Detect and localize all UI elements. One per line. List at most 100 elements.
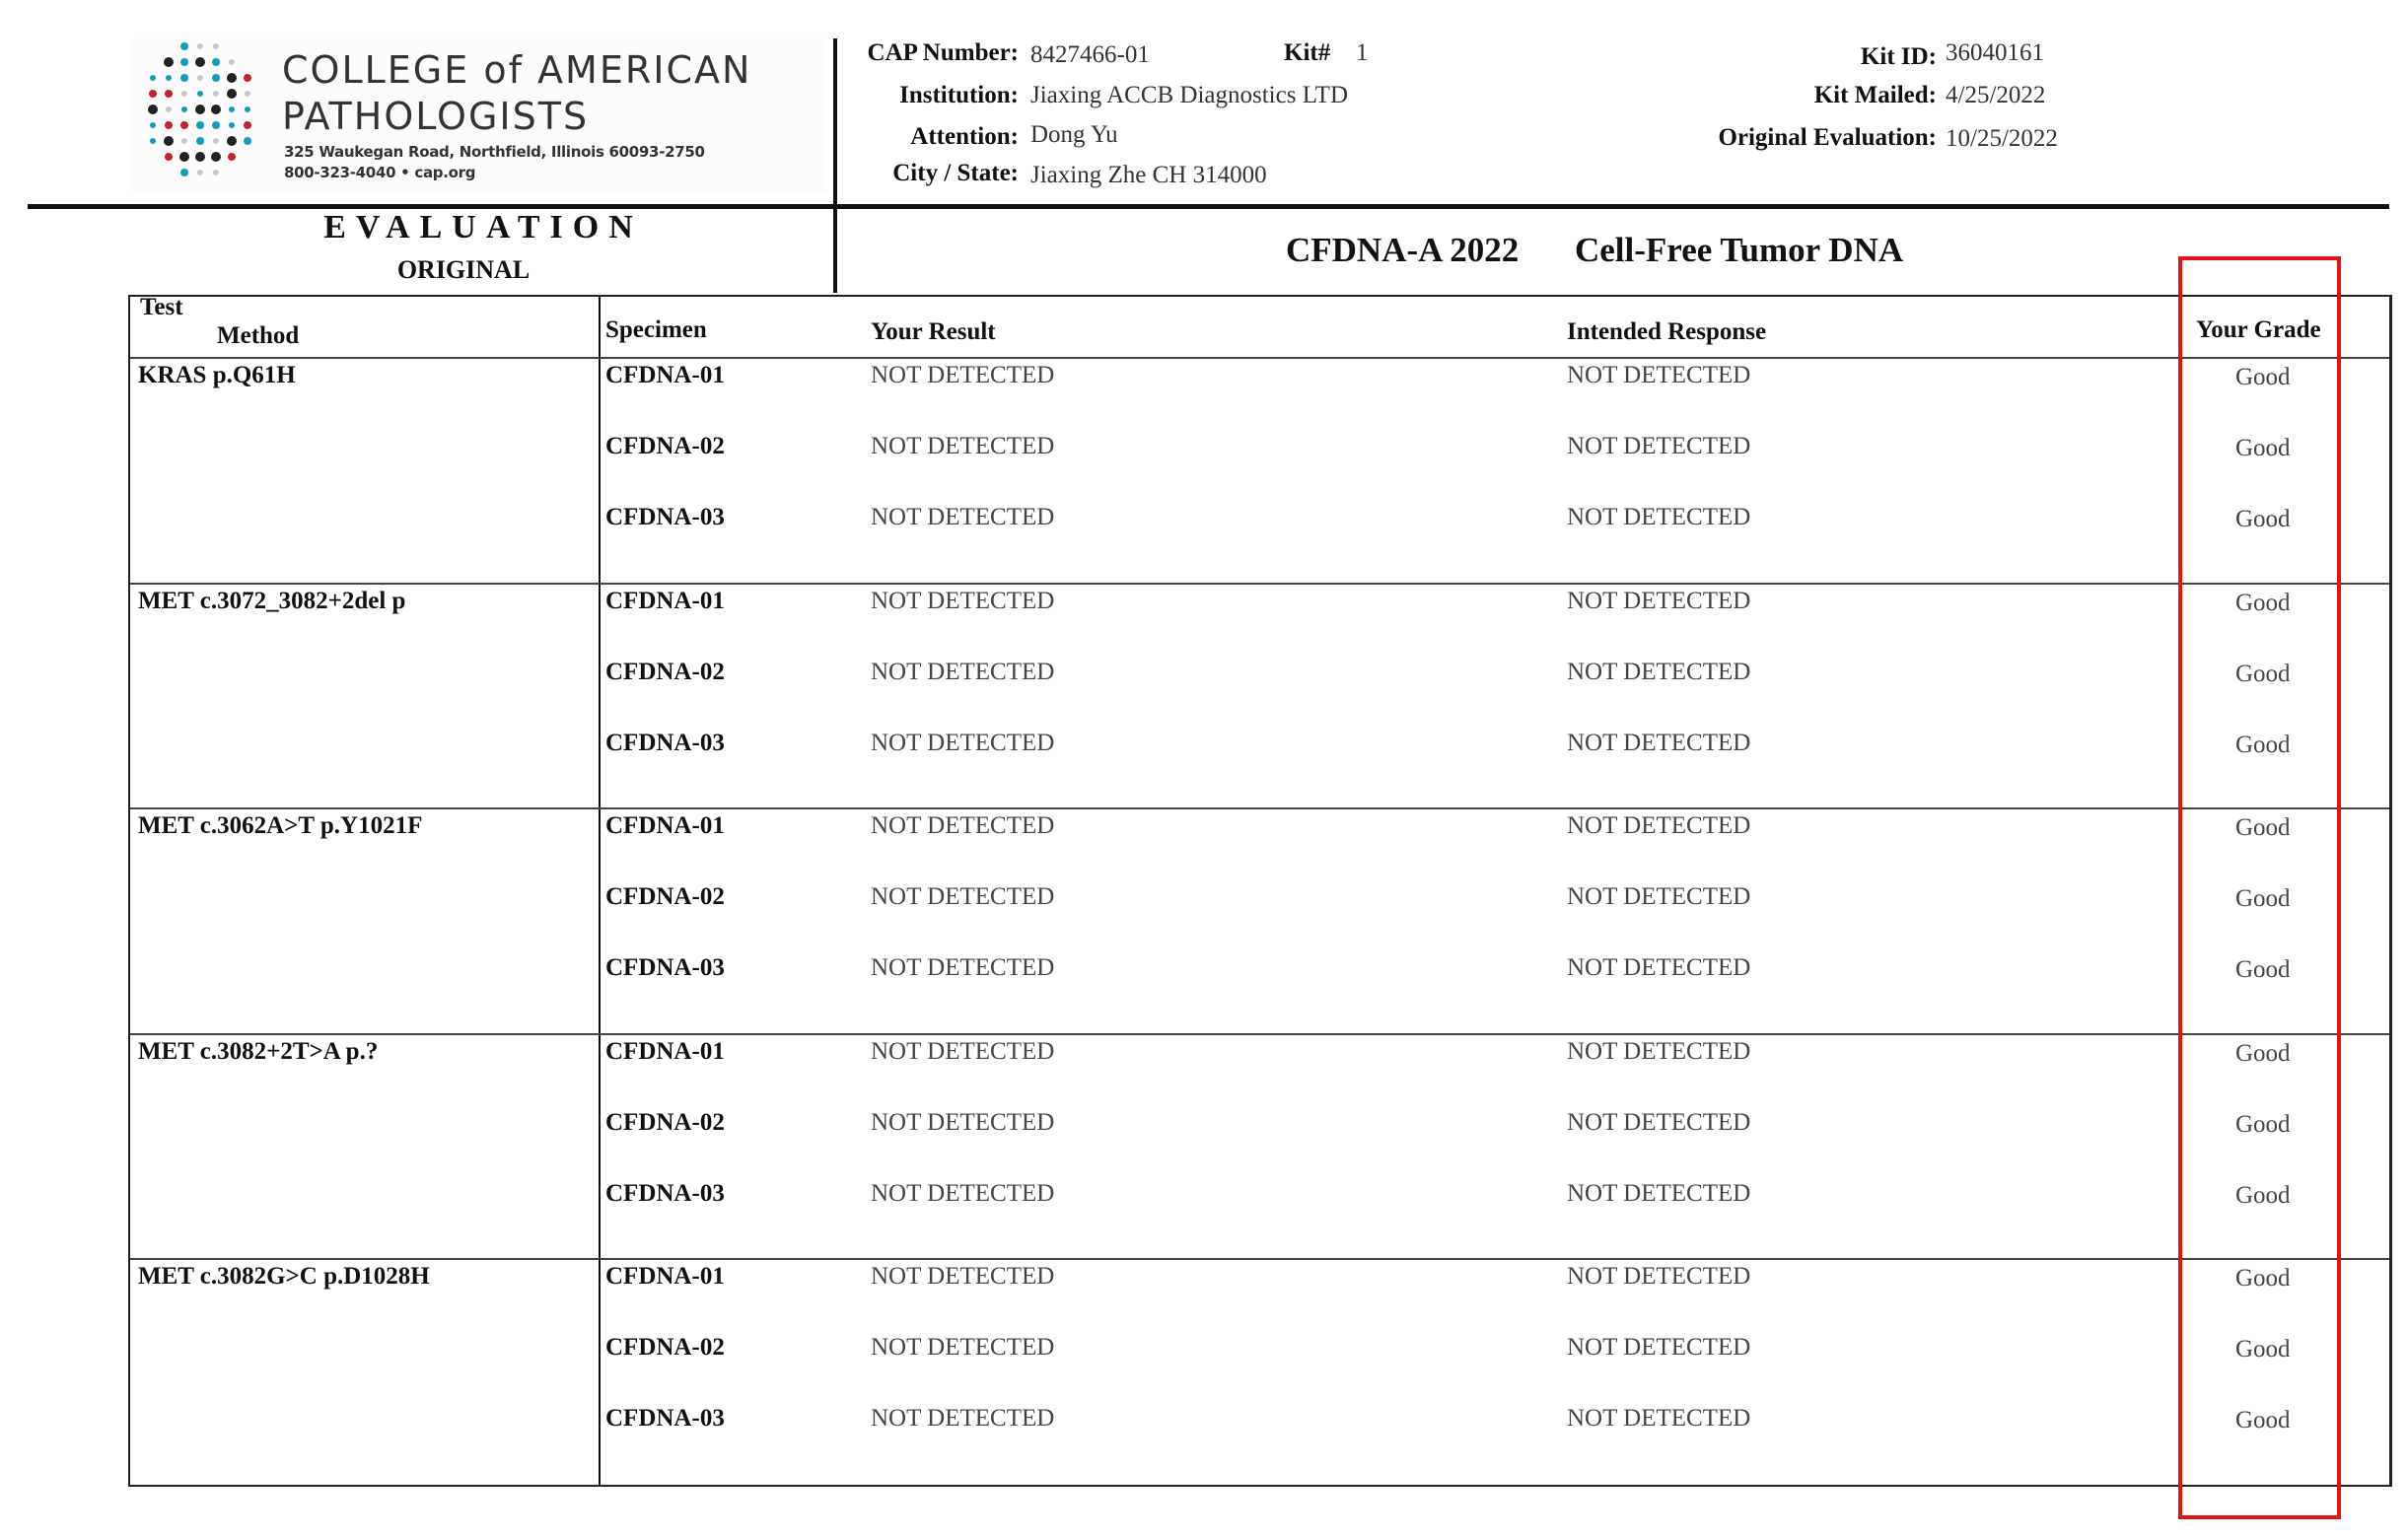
grade-cell: Good	[2235, 435, 2291, 461]
city-state-value: Jiaxing Zhe CH 314000	[1030, 162, 1267, 188]
logo-dot	[165, 90, 173, 98]
intended-response-cell: NOT DETECTED	[1567, 588, 1751, 614]
intended-response-cell: NOT DETECTED	[1567, 1180, 1751, 1207]
logo-dot	[213, 170, 219, 175]
logo-dot	[213, 91, 219, 97]
intended-response-cell: NOT DETECTED	[1567, 1109, 1751, 1136]
logo-dot	[179, 152, 189, 162]
header-specimen: Specimen	[605, 316, 707, 343]
header-test: Test	[140, 294, 183, 320]
logo-dot	[181, 138, 187, 144]
specimen-cell: CFDNA-03	[605, 730, 725, 756]
intended-response-cell: NOT DETECTED	[1567, 812, 1751, 839]
your-result-cell: NOT DETECTED	[871, 1405, 1055, 1432]
specimen-cell: CFDNA-02	[605, 1109, 725, 1136]
your-result-cell: NOT DETECTED	[871, 1109, 1055, 1136]
logo-dot	[148, 105, 158, 114]
cap-number-label: CAP Number:	[867, 39, 1019, 66]
group-divider	[130, 357, 2389, 359]
logo-dot	[196, 121, 204, 129]
your-result-cell: NOT DETECTED	[871, 659, 1055, 685]
logo-name-line1: COLLEGE of AMERICAN	[282, 48, 752, 92]
specimen-cell: CFDNA-03	[605, 504, 725, 530]
intended-response-cell: NOT DETECTED	[1567, 954, 1751, 981]
test-name: KRAS p.Q61H	[138, 362, 296, 388]
logo-dot	[180, 121, 188, 129]
logo-dot	[181, 106, 187, 112]
specimen-cell: CFDNA-01	[605, 1263, 725, 1290]
logo-dot	[166, 75, 172, 81]
grade-cell: Good	[2235, 1182, 2291, 1209]
logo-dot	[211, 105, 221, 114]
logo-dot	[229, 59, 235, 65]
grade-cell: Good	[2235, 1265, 2291, 1292]
your-result-cell: NOT DETECTED	[871, 1263, 1055, 1290]
your-result-cell: NOT DETECTED	[871, 954, 1055, 981]
your-result-cell: NOT DETECTED	[871, 730, 1055, 756]
your-result-cell: NOT DETECTED	[871, 1038, 1055, 1065]
specimen-cell: CFDNA-02	[605, 1334, 725, 1361]
logo-dot	[245, 106, 250, 112]
logo-dot	[212, 121, 220, 129]
test-name: MET c.3062A>T p.Y1021F	[138, 812, 423, 839]
group-divider	[130, 583, 2389, 585]
specimen-cell: CFDNA-03	[605, 1405, 725, 1432]
specimen-cell: CFDNA-01	[605, 1038, 725, 1065]
your-result-cell: NOT DETECTED	[871, 883, 1055, 910]
logo-dot	[212, 58, 220, 66]
attention-value: Dong Yu	[1030, 121, 1118, 148]
intended-response-cell: NOT DETECTED	[1567, 1405, 1751, 1432]
grade-cell: Good	[2235, 885, 2291, 912]
logo-dot	[150, 75, 156, 81]
specimen-cell: CFDNA-03	[605, 954, 725, 981]
group-divider	[130, 1033, 2389, 1035]
group-divider	[130, 1258, 2389, 1260]
specimen-cell: CFDNA-01	[605, 588, 725, 614]
logo-dot	[211, 152, 221, 162]
logo-dot	[195, 57, 205, 67]
grade-cell: Good	[2235, 1407, 2291, 1433]
group-divider	[130, 807, 2389, 809]
logo-dot	[213, 43, 219, 49]
logo-dot	[197, 170, 203, 175]
grade-cell: Good	[2235, 364, 2291, 390]
logo-dot	[245, 91, 250, 97]
logo-dot	[150, 138, 156, 144]
logo-dot	[150, 122, 156, 128]
kit-id-label: Kit ID:	[1860, 43, 1937, 70]
header-rule	[28, 204, 2389, 209]
logo-dot	[197, 91, 203, 97]
logo-address: 325 Waukegan Road, Northfield, Illinois …	[284, 143, 705, 161]
header-your-result: Your Result	[871, 318, 996, 345]
original-evaluation-label: Original Evaluation:	[1718, 124, 1937, 151]
test-name: MET c.3082G>C p.D1028H	[138, 1263, 430, 1290]
grade-cell: Good	[2235, 506, 2291, 532]
logo-dot	[165, 121, 173, 129]
grade-cell: Good	[2235, 1040, 2291, 1067]
test-name: MET c.3072_3082+2del p	[138, 588, 406, 614]
logo-dot	[227, 136, 237, 146]
column-divider	[599, 297, 601, 1485]
logo-dot	[195, 105, 205, 114]
logo-dot	[180, 74, 188, 82]
logo-dot	[164, 136, 174, 146]
intended-response-cell: NOT DETECTED	[1567, 1038, 1751, 1065]
specimen-cell: CFDNA-03	[605, 1180, 725, 1207]
header-divider	[833, 38, 837, 293]
logo-dot	[227, 73, 237, 83]
logo-dot	[197, 43, 203, 49]
logo-dot	[197, 75, 203, 81]
header-intended-response: Intended Response	[1567, 318, 1767, 345]
logo-dot	[180, 42, 188, 50]
your-result-cell: NOT DETECTED	[871, 504, 1055, 530]
logo-dot	[181, 91, 187, 97]
your-result-cell: NOT DETECTED	[871, 588, 1055, 614]
grade-cell: Good	[2235, 661, 2291, 687]
logo-dot	[229, 106, 235, 112]
intended-response-cell: NOT DETECTED	[1567, 659, 1751, 685]
cap-logo: COLLEGE of AMERICAN PATHOLOGISTS 325 Wau…	[131, 38, 826, 193]
your-result-cell: NOT DETECTED	[871, 812, 1055, 839]
logo-dot	[229, 122, 235, 128]
attention-label: Attention:	[910, 123, 1019, 150]
grade-cell: Good	[2235, 1111, 2291, 1138]
